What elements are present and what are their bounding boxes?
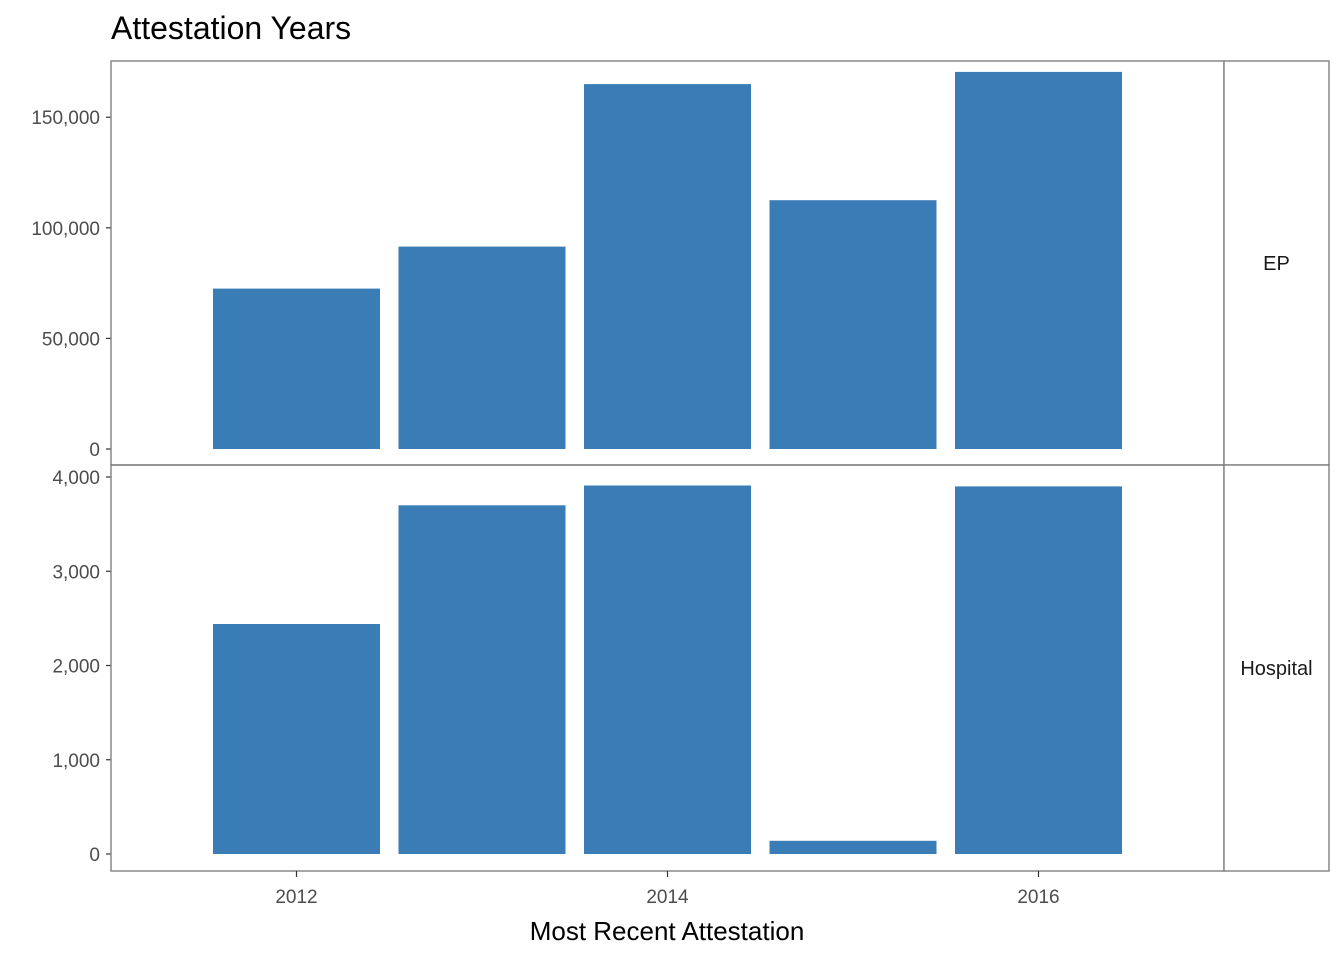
facet-panels: 0 50,000 100,000 150,000 EP 0 1,000 2,000 3,000 4… — [31, 60, 1330, 872]
y-tick-label-hospital-1000: 1,000 — [52, 751, 100, 772]
bar-ep-2012 — [213, 288, 380, 449]
bar-hospital-2014 — [584, 485, 751, 854]
x-tick-label-2016: 2016 — [1017, 887, 1059, 908]
x-tick-label-2014: 2014 — [646, 887, 689, 908]
x-tick-label-2012: 2012 — [275, 887, 317, 908]
x-axis-title: Most Recent Attestation — [530, 916, 805, 946]
bar-ep-2016 — [955, 71, 1122, 450]
y-tick-label-hospital-0: 0 — [89, 845, 100, 866]
bar-hospital-2015 — [769, 840, 937, 854]
bar-ep-2013 — [398, 246, 566, 449]
bar-ep-2014 — [584, 84, 751, 449]
y-tick-label-hospital-3000: 3,000 — [52, 562, 100, 583]
strip-label-ep: EP — [1263, 253, 1290, 275]
bar-hospital-2013 — [398, 505, 566, 854]
y-tick-label-hospital-4000: 4,000 — [52, 468, 100, 489]
bar-hospital-2016 — [955, 486, 1122, 854]
facet-panel-hospital: 0 1,000 2,000 3,000 4,000 Hospital — [52, 464, 1330, 872]
facet-panel-ep: 0 50,000 100,000 150,000 EP — [31, 60, 1330, 466]
x-axis: 2012 2014 2016 — [275, 871, 1060, 908]
y-tick-label-ep-150000: 150,000 — [31, 108, 100, 129]
y-tick-label-hospital-2000: 2,000 — [52, 657, 100, 678]
strip-label-hospital: Hospital — [1240, 658, 1312, 680]
y-tick-label-ep-100000: 100,000 — [31, 219, 100, 240]
bar-hospital-2012 — [213, 624, 380, 854]
bar-ep-2015 — [769, 200, 937, 449]
y-tick-label-ep-50000: 50,000 — [42, 329, 100, 350]
chart-title: Attestation Years — [111, 10, 352, 46]
strip-box-hospital — [1223, 464, 1330, 872]
y-tick-label-ep-0: 0 — [89, 440, 100, 461]
